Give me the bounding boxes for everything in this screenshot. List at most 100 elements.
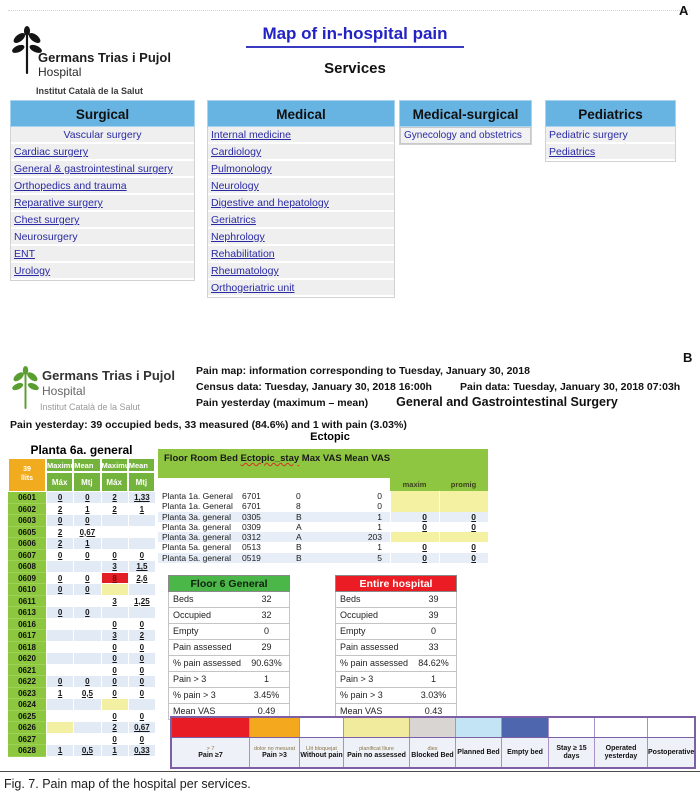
pain-value-cell[interactable]: 0: [73, 607, 101, 619]
pain-value-cell[interactable]: 0: [127, 641, 155, 653]
service-link[interactable]: Urology: [11, 263, 194, 280]
pain-value-cell[interactable]: 0: [100, 653, 128, 665]
pain-value-cell[interactable]: 0: [100, 710, 128, 722]
pain-value-cell[interactable]: 0: [100, 733, 128, 745]
pain-value-cell[interactable]: 0: [127, 676, 155, 688]
service-link[interactable]: Gynecology and obstetrics: [400, 127, 531, 144]
pain-value-cell[interactable]: 2: [100, 503, 128, 515]
occupancy-summary-line: Pain yesterday: 39 occupied beds, 33 mea…: [10, 419, 407, 431]
service-link[interactable]: Geriatrics: [208, 212, 394, 229]
service-link[interactable]: Neurosurgery: [11, 229, 194, 246]
pain-value-cell[interactable]: 0: [127, 664, 155, 676]
pain-value-cell[interactable]: 0: [73, 676, 101, 688]
service-link[interactable]: Pediatric surgery: [546, 127, 675, 144]
ectopic-cell[interactable]: 0: [439, 511, 488, 522]
pain-value-cell[interactable]: 0: [73, 492, 101, 504]
pain-value-cell[interactable]: 0: [100, 549, 128, 561]
pain-value-cell[interactable]: 0: [127, 618, 155, 630]
pain-value-cell[interactable]: 0: [46, 572, 74, 584]
summary-metric-value: 0.49: [257, 706, 276, 716]
ectopic-cell[interactable]: 0: [390, 511, 439, 522]
service-link[interactable]: Pediatrics: [546, 144, 675, 161]
pain-value-cell[interactable]: 0: [46, 607, 74, 619]
pain-value-cell[interactable]: 0: [127, 733, 155, 745]
pain-value-cell[interactable]: 0: [127, 687, 155, 699]
service-link[interactable]: Cardiac surgery: [11, 144, 194, 161]
pain-value-cell[interactable]: 3: [100, 595, 128, 607]
service-link[interactable]: General & gastrointestinal surgery: [11, 161, 194, 178]
service-link[interactable]: Internal medicine: [208, 127, 394, 144]
service-link[interactable]: Pulmonology: [208, 161, 394, 178]
pain-value-cell[interactable]: 0: [46, 584, 74, 596]
pain-value-cell[interactable]: 0,33: [127, 745, 155, 757]
pain-value-cell[interactable]: 3: [100, 630, 128, 642]
pain-value-cell[interactable]: 0,67: [73, 526, 101, 538]
floor-summary-table: Floor 6 General Beds 32 Occupied 32 Empty 0 Pai…: [168, 575, 290, 720]
pain-value-cell[interactable]: 2: [100, 722, 128, 734]
pain-value-cell[interactable]: 0: [73, 572, 101, 584]
service-link[interactable]: Rehabilitation: [208, 246, 394, 263]
pain-value-cell[interactable]: 0: [46, 515, 74, 527]
pain-value-cell[interactable]: 0,67: [127, 722, 155, 734]
service-link[interactable]: Orthogeriatric unit: [208, 280, 394, 297]
pain-value-cell[interactable]: 0: [100, 687, 128, 699]
pain-value-cell[interactable]: 0: [100, 618, 128, 630]
pain-value-cell[interactable]: 1: [46, 687, 74, 699]
service-link[interactable]: Orthopedics and trauma: [11, 178, 194, 195]
service-link[interactable]: Rheumatology: [208, 263, 394, 280]
pain-value-cell[interactable]: 1,33: [127, 492, 155, 504]
legend-small-text: Llit bloquejat: [306, 745, 337, 752]
pain-value-cell[interactable]: 2: [100, 492, 128, 504]
pain-value-cell[interactable]: 0,5: [73, 687, 101, 699]
pain-value-cell[interactable]: 0: [127, 549, 155, 561]
pain-value-cell[interactable]: 1,5: [127, 561, 155, 573]
ectopic-cell[interactable]: 0: [390, 542, 439, 553]
pain-value-cell[interactable]: 2: [46, 526, 74, 538]
pain-value-cell[interactable]: 2: [127, 630, 155, 642]
pain-value-cell[interactable]: 0: [127, 653, 155, 665]
ectopic-cell[interactable]: 0: [439, 542, 488, 553]
service-link[interactable]: ENT: [11, 246, 194, 263]
service-link[interactable]: Chest surgery: [11, 212, 194, 229]
page-title[interactable]: Map of in-hospital pain: [246, 24, 464, 48]
ward-row: 0601 0 0 2 1,33: [8, 492, 155, 504]
pain-value-cell[interactable]: 0: [73, 584, 101, 596]
summary-metric-label: % pain > 3: [340, 690, 383, 700]
pain-value-cell[interactable]: 0: [127, 710, 155, 722]
ectopic-cell: Planta 5a. general: [162, 552, 231, 563]
pain-value-cell[interactable]: 8: [100, 572, 128, 584]
ectopic-cell: 0312: [242, 532, 261, 543]
pain-value-cell[interactable]: 2,6: [127, 572, 155, 584]
pain-value-cell[interactable]: 0: [73, 549, 101, 561]
service-link[interactable]: Reparative surgery: [11, 195, 194, 212]
pain-value-cell[interactable]: 1: [73, 503, 101, 515]
service-link[interactable]: Cardiology: [208, 144, 394, 161]
pain-value-cell[interactable]: 0: [46, 549, 74, 561]
ectopic-cell[interactable]: 0: [439, 552, 488, 564]
pain-value-cell[interactable]: 1: [46, 745, 74, 757]
pain-value-cell[interactable]: 1: [73, 538, 101, 550]
pain-value-cell[interactable]: 0: [100, 676, 128, 688]
summary-metric-label: Beds: [340, 594, 361, 604]
ward-row: 0609 0 0 8 2,6: [8, 572, 155, 584]
hospital-logo-icon: [12, 26, 42, 74]
ectopic-cell[interactable]: 0: [439, 521, 488, 533]
pain-value-cell[interactable]: 0: [100, 664, 128, 676]
pain-value-cell[interactable]: 0: [73, 515, 101, 527]
service-link[interactable]: Neurology: [208, 178, 394, 195]
pain-value-cell[interactable]: 3: [100, 561, 128, 573]
pain-value-cell[interactable]: 0: [46, 492, 74, 504]
pain-value-cell[interactable]: 1,25: [127, 595, 155, 607]
pain-value-cell[interactable]: 1: [100, 745, 128, 757]
pain-value-cell[interactable]: 1: [127, 503, 155, 515]
pain-value-cell[interactable]: 0: [100, 641, 128, 653]
pain-value-cell[interactable]: 0: [46, 676, 74, 688]
service-link[interactable]: Vascular surgery: [11, 127, 194, 144]
ectopic-cell[interactable]: 0: [390, 521, 439, 533]
ectopic-cell[interactable]: 0: [390, 552, 439, 564]
service-link[interactable]: Nephrology: [208, 229, 394, 246]
service-link[interactable]: Digestive and hepatology: [208, 195, 394, 212]
pain-value-cell[interactable]: 0,5: [73, 745, 101, 757]
pain-value-cell[interactable]: 2: [46, 538, 74, 550]
pain-value-cell[interactable]: 2: [46, 503, 74, 515]
